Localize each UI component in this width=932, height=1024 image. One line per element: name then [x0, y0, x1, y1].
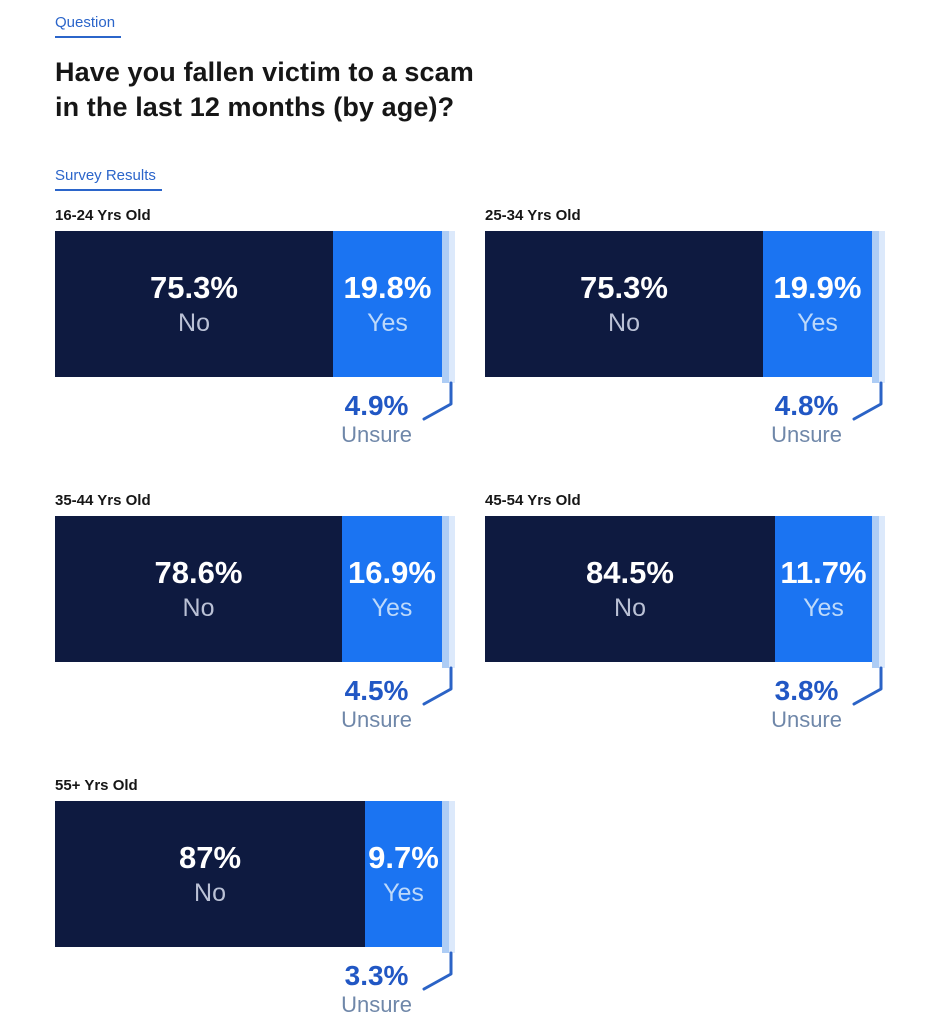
bar-segment-unsure: [442, 516, 455, 669]
age-group-label: 25-34 Yrs Old: [485, 207, 581, 225]
unsure-label: Unsure: [771, 706, 842, 732]
yes-value: 19.9%: [773, 270, 862, 306]
unsure-callout: 3.3% Unsure: [341, 950, 467, 1018]
yes-value: 9.7%: [368, 840, 439, 876]
stacked-bar: 84.5% No 11.7% Yes: [485, 516, 885, 669]
age-group-chart: 35-44 Yrs Old 78.6% No 16.9% Yes 4.5% Un…: [55, 492, 455, 737]
stacked-bar: 87% No 9.7% Yes: [55, 801, 455, 954]
unsure-value: 4.8%: [774, 390, 839, 422]
yes-label: Yes: [803, 594, 844, 622]
bar-segment-unsure: [872, 231, 885, 384]
stacked-bar: 78.6% No 16.9% Yes: [55, 516, 455, 669]
unsure-callout-text: 4.5% Unsure: [341, 675, 412, 733]
yes-label: Yes: [367, 309, 408, 337]
unsure-callout: 4.5% Unsure: [341, 665, 467, 733]
unsure-label: Unsure: [341, 991, 412, 1017]
no-label: No: [614, 594, 646, 622]
bar-segment-yes: 9.7% Yes: [365, 801, 442, 948]
age-group-chart: 16-24 Yrs Old 75.3% No 19.8% Yes 4.9% Un…: [55, 207, 455, 452]
bar-segment-unsure: [872, 516, 885, 669]
no-value: 84.5%: [586, 555, 674, 591]
bar-segment-unsure: [442, 801, 455, 954]
unsure-callout: 3.8% Unsure: [771, 665, 897, 733]
bar-segment-no: 75.3% No: [55, 231, 333, 378]
stacked-bar: 75.3% No 19.9% Yes: [485, 231, 885, 384]
yes-label: Yes: [371, 594, 413, 622]
page-title-line1: Have you fallen victim to a scam: [55, 57, 474, 87]
callout-connector-line: [422, 666, 453, 706]
callout-connector-line: [422, 951, 453, 991]
unsure-callout: 4.8% Unsure: [771, 380, 897, 448]
age-group-label: 45-54 Yrs Old: [485, 492, 581, 510]
unsure-label: Unsure: [341, 421, 412, 447]
age-group-label: 16-24 Yrs Old: [55, 207, 151, 225]
age-group-chart: 25-34 Yrs Old 75.3% No 19.9% Yes 4.8% Un…: [485, 207, 885, 452]
yes-value: 16.9%: [348, 555, 436, 591]
unsure-label: Unsure: [341, 706, 412, 732]
callout-connector-line: [852, 381, 883, 421]
unsure-callout-text: 4.8% Unsure: [771, 390, 842, 448]
no-value: 75.3%: [580, 270, 668, 306]
bar-segment-no: 75.3% No: [485, 231, 763, 378]
page-title-line2: in the last 12 months (by age)?: [55, 92, 455, 123]
no-value: 87%: [178, 840, 242, 876]
no-value: 75.3%: [150, 270, 238, 306]
yes-label: Yes: [797, 309, 838, 337]
page-title: Have you fallen victim to a scam in the …: [55, 55, 932, 125]
no-label: No: [608, 309, 640, 337]
unsure-callout-text: 3.3% Unsure: [341, 960, 412, 1018]
no-value: 78.6%: [154, 555, 243, 591]
unsure-label: Unsure: [771, 421, 842, 447]
bar-segment-yes: 19.8% Yes: [333, 231, 442, 378]
unsure-value: 4.5%: [344, 675, 409, 707]
no-label: No: [182, 594, 215, 622]
bar-segment-yes: 16.9% Yes: [342, 516, 442, 663]
yes-value: 19.8%: [343, 270, 432, 306]
bar-segment-no: 87% No: [55, 801, 365, 948]
unsure-value: 4.9%: [344, 390, 409, 422]
bar-segment-unsure: [442, 231, 455, 384]
age-group-chart: 45-54 Yrs Old 84.5% No 11.7% Yes 3.8% Un…: [485, 492, 885, 737]
bar-segment-no: 84.5% No: [485, 516, 775, 663]
yes-value: 11.7%: [780, 555, 867, 591]
question-label: Question: [55, 14, 122, 38]
charts-grid: 16-24 Yrs Old 75.3% No 19.8% Yes 4.9% Un…: [55, 207, 932, 1022]
bar-segment-yes: 11.7% Yes: [775, 516, 872, 663]
unsure-callout-text: 4.9% Unsure: [341, 390, 412, 448]
survey-results-label: Survey Results: [55, 167, 162, 192]
age-group-chart: 55+ Yrs Old 87% No 9.7% Yes 3.3% Unsure: [55, 777, 455, 1022]
age-group-label: 55+ Yrs Old: [55, 777, 138, 795]
no-label: No: [178, 309, 210, 337]
age-group-label: 35-44 Yrs Old: [55, 492, 151, 510]
callout-connector-line: [852, 666, 883, 706]
yes-label: Yes: [383, 879, 424, 907]
bar-segment-no: 78.6% No: [55, 516, 342, 663]
callout-connector-line: [422, 381, 453, 421]
unsure-value: 3.3%: [344, 960, 409, 992]
unsure-callout-text: 3.8% Unsure: [771, 675, 842, 733]
bar-segment-yes: 19.9% Yes: [763, 231, 872, 378]
unsure-callout: 4.9% Unsure: [341, 380, 467, 448]
stacked-bar: 75.3% No 19.8% Yes: [55, 231, 455, 384]
unsure-value: 3.8%: [774, 675, 839, 707]
no-label: No: [194, 879, 226, 907]
